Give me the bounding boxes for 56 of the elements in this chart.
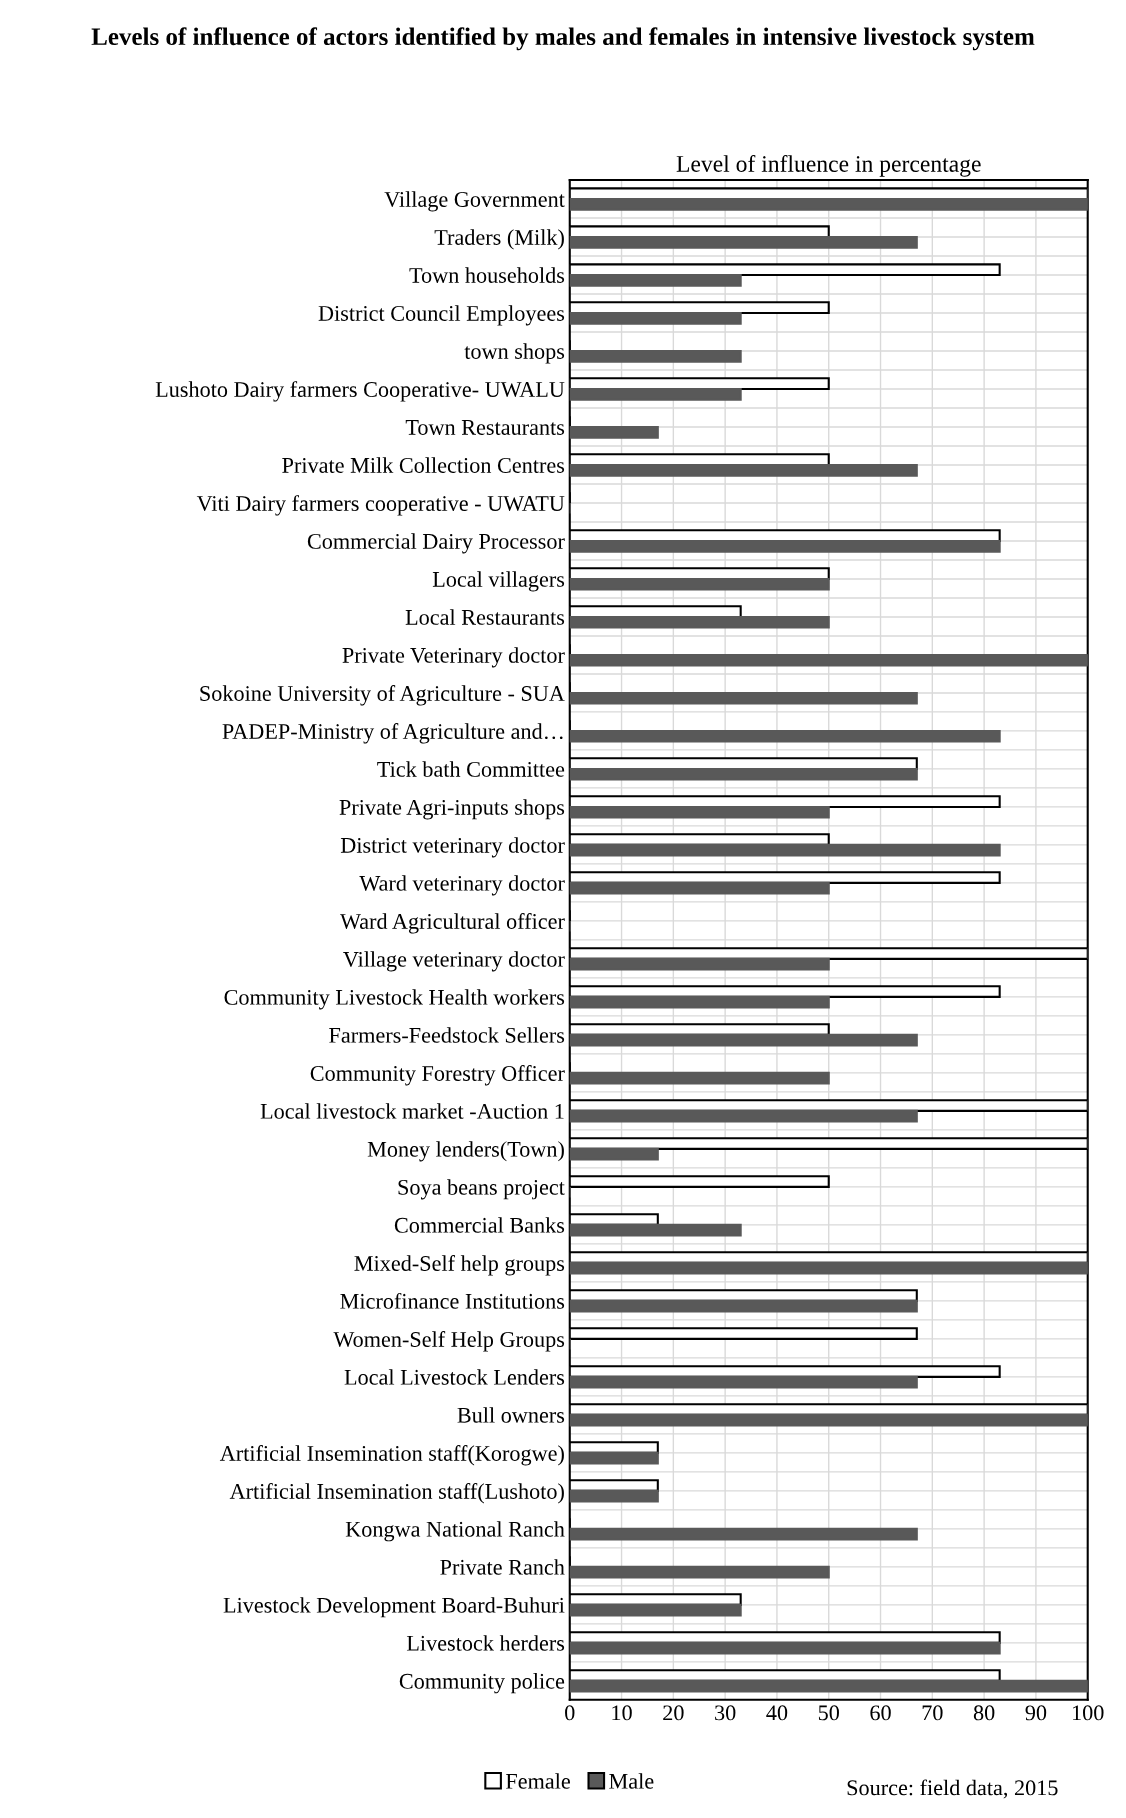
y-tick-label: PADEP-Ministry of Agriculture and… [222, 723, 563, 744]
y-tick-label: Bull owners [457, 1407, 565, 1423]
y-tick-label: Local Livestock Lenders [344, 1369, 565, 1385]
y-tick-label: Town households [409, 267, 565, 283]
x-tick-label: 70 [922, 1705, 943, 1721]
y-tick-label: Private Veterinary doctor [342, 647, 565, 668]
x-tick-label: 20 [663, 1705, 684, 1721]
y-tick-label: Ward veterinary doctor [359, 875, 565, 896]
x-tick-label: 60 [870, 1705, 891, 1721]
y-tick-label: District Council Employees [318, 305, 565, 326]
y-tick-label: Viti Dairy farmers cooperative - UWATU [196, 495, 565, 516]
y-tick-label: Community Forestry Officer [310, 1065, 565, 1086]
x-tick-label: 0 [565, 1705, 575, 1721]
x-tick-label: 40 [766, 1705, 788, 1721]
y-tick-label: Kongwa National Ranch [345, 1521, 565, 1542]
x-tick-label: 80 [973, 1705, 995, 1721]
y-tick-label: Private Ranch [440, 1559, 565, 1575]
y-tick-label: Livestock Development Board-Buhuri [223, 1597, 565, 1618]
y-tick-label: Village veterinary doctor [343, 951, 565, 972]
x-tick-label: 90 [1025, 1705, 1047, 1721]
y-tick-label: Private Agri-inputs shops [339, 799, 565, 820]
y-tick-label: Ward Agricultural officer [340, 913, 565, 934]
y-tick-label: Commercial Dairy Processor [307, 533, 565, 554]
y-tick-label: District veterinary doctor [340, 837, 565, 858]
x-tick-label: 100 [1073, 1705, 1104, 1721]
y-tick-label: Women-Self Help Groups [333, 1331, 565, 1352]
source-note: Source: field data, 2015 [847, 1779, 1058, 1799]
y-tick-label: Local villagers [432, 571, 565, 592]
y-tick-label: Tick bath Committee [377, 761, 565, 777]
x-axis-title: Level of influence in percentage [676, 155, 981, 177]
y-tick-label: Traders (Milk) [434, 229, 564, 250]
y-tick-label: Soya beans project [398, 1179, 565, 1200]
y-tick-label: Livestock herders [406, 1635, 565, 1651]
y-tick-label: Commercial Banks [394, 1217, 565, 1233]
y-tick-label: town shops [464, 343, 565, 364]
chart-title: Levels of influence of actors identified by males and females in intensive livestock system [91, 27, 1035, 51]
y-tick-label: Local livestock market -Auction 1 [260, 1103, 564, 1119]
y-tick-label: Microfinance Institutions [340, 1292, 565, 1309]
legend-label: Male [609, 1773, 654, 1789]
y-tick-label: Sokoine University of Agriculture - SUA [200, 685, 565, 706]
y-tick-label: Artificial Insemination staff(Korogwe) [219, 1445, 564, 1466]
x-tick-label: 10 [612, 1705, 632, 1721]
y-tick-label: Village Government [384, 191, 565, 212]
y-tick-label: Town Restaurants [405, 420, 565, 435]
y-tick-label: Money lenders(Town) [367, 1141, 564, 1162]
y-tick-label: Farmers-Feedstock Sellers [329, 1027, 565, 1043]
y-tick-label: Local Restaurants [405, 609, 565, 625]
y-tick-label: Community police [399, 1673, 565, 1694]
x-tick-label: 50 [818, 1705, 839, 1721]
y-tick-label: Artificial Insemination staff(Lushoto) [229, 1483, 564, 1504]
y-tick-label: Lushoto Dairy farmers Cooperative- UWALU [155, 381, 565, 402]
y-tick-label: Private Milk Collection Centres [282, 457, 565, 473]
x-tick-label: 30 [715, 1705, 736, 1721]
legend-label: Female [505, 1773, 570, 1789]
y-tick-label: Mixed-Self help groups [354, 1255, 565, 1276]
y-tick-label: Community Livestock Health workers [224, 989, 565, 1010]
